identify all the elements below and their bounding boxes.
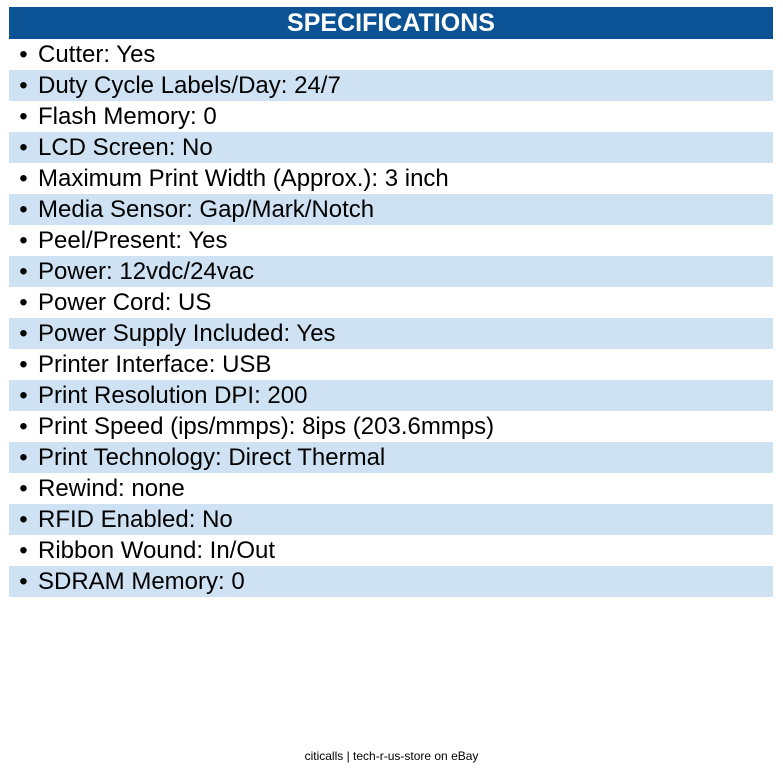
spec-text: Printer Interface: USB [38,351,272,378]
spec-text: Maximum Print Width (Approx.): 3 inch [38,165,449,192]
spec-text: Power: 12vdc/24vac [38,258,255,285]
bullet-icon: • [19,382,28,409]
spec-text: Ribbon Wound: In/Out [38,537,276,564]
bullet-icon: • [19,196,28,223]
bullet-icon: • [19,506,28,533]
spec-text: Duty Cycle Labels/Day: 24/7 [38,72,341,99]
spec-text: RFID Enabled: No [38,506,233,533]
specifications-list: • Cutter: Yes • Duty Cycle Labels/Day: 24/7… [9,39,773,597]
spec-item: • Cutter: Yes [9,39,773,70]
bullet-icon: • [19,289,28,316]
bullet-icon: • [19,537,28,564]
spec-item: • Peel/Present: Yes [9,225,773,256]
bullet-icon: • [19,258,28,285]
spec-text: Print Speed (ips/mmps): 8ips (203.6mmps) [38,413,495,440]
spec-item: • Media Sensor: Gap/Mark/Notch [9,194,773,225]
spec-text: Media Sensor: Gap/Mark/Notch [38,196,375,223]
spec-text: Flash Memory: 0 [38,103,217,130]
spec-item: • LCD Screen: No [9,132,773,163]
bullet-icon: • [19,134,28,161]
spec-item: • Duty Cycle Labels/Day: 24/7 [9,70,773,101]
spec-item: • Maximum Print Width (Approx.): 3 inch [9,163,773,194]
bullet-icon: • [19,320,28,347]
spec-item: • Flash Memory: 0 [9,101,773,132]
spec-item: • Ribbon Wound: In/Out [9,535,773,566]
spec-item: • Printer Interface: USB [9,349,773,380]
spec-text: Cutter: Yes [38,41,156,68]
bullet-icon: • [19,72,28,99]
spec-text: Rewind: none [38,475,185,502]
bullet-icon: • [19,475,28,502]
bullet-icon: • [19,444,28,471]
footer-credit: citicalls | tech-r-us-store on eBay [304,749,479,763]
bullet-icon: • [19,568,28,595]
spec-item: • Power Supply Included: Yes [9,318,773,349]
spec-item: • Print Resolution DPI: 200 [9,380,773,411]
bullet-icon: • [19,351,28,378]
spec-item: • Power Cord: US [9,287,773,318]
spec-item: • Print Technology: Direct Thermal [9,442,773,473]
spec-item: • RFID Enabled: No [9,504,773,535]
spec-text: Print Resolution DPI: 200 [38,382,308,409]
bullet-icon: • [19,103,28,130]
spec-text: Power Cord: US [38,289,212,316]
bullet-icon: • [19,165,28,192]
specifications-header: SPECIFICATIONS [9,7,773,39]
spec-item: • Print Speed (ips/mmps): 8ips (203.6mmps… [9,411,773,442]
bullet-icon: • [19,227,28,254]
spec-text: Peel/Present: Yes [38,227,228,254]
spec-text: SDRAM Memory: 0 [38,568,245,595]
bullet-icon: • [19,413,28,440]
spec-item: • Power: 12vdc/24vac [9,256,773,287]
spec-text: LCD Screen: No [38,134,213,161]
spec-text: Print Technology: Direct Thermal [38,444,386,471]
spec-item: • Rewind: none [9,473,773,504]
spec-text: Power Supply Included: Yes [38,320,336,347]
spec-item: • SDRAM Memory: 0 [9,566,773,597]
bullet-icon: • [19,41,28,68]
